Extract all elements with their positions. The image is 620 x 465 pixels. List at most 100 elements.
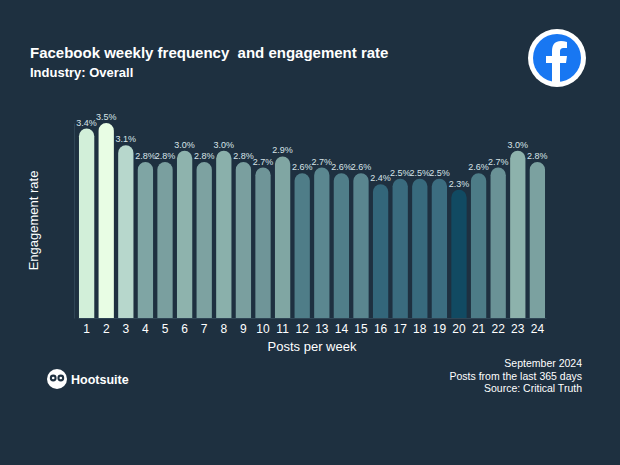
x-tick-label: 13 [315, 322, 329, 336]
data-label: 2.6% [351, 162, 372, 172]
bar [275, 156, 290, 318]
x-tick-label: 20 [452, 322, 466, 336]
data-label: 2.7% [488, 157, 509, 167]
logo-disc [533, 34, 581, 82]
owl-head [47, 369, 67, 389]
x-tick: 18 [413, 318, 427, 336]
data-labels: 3.4%3.5%3.1%2.8%2.8%3.0%2.8%3.0%2.8%2.7%… [76, 112, 547, 189]
x-tick: 8 [220, 318, 227, 336]
x-tick-label: 11 [276, 322, 289, 336]
data-label: 2.6% [468, 162, 489, 172]
y-axis-title: Engagement rate [26, 171, 41, 271]
x-axis-line [79, 318, 547, 319]
x-tick: 14 [335, 318, 349, 336]
x-tick: 17 [394, 318, 408, 336]
x-tick: 21 [472, 318, 486, 336]
x-tick: 19 [433, 318, 447, 336]
bar [393, 179, 408, 318]
x-tick: 10 [256, 318, 270, 336]
x-tick-label: 12 [296, 322, 310, 336]
bar [157, 162, 172, 318]
bars [79, 123, 545, 318]
x-tick: 7 [201, 318, 208, 336]
platform-logo [528, 29, 586, 87]
owl-pupil [60, 377, 63, 380]
data-label: 2.9% [272, 145, 293, 155]
bar [471, 173, 486, 318]
data-label: 3.0% [508, 140, 529, 150]
data-label: 2.5% [429, 168, 450, 178]
background [0, 0, 620, 465]
x-tick-label: 6 [181, 322, 188, 336]
x-tick: 5 [162, 318, 169, 336]
y-axis-line [74, 124, 75, 319]
x-tick: 24 [531, 318, 545, 336]
bar [79, 129, 94, 318]
data-label: 2.7% [253, 157, 274, 167]
x-tick-label: 8 [220, 322, 227, 336]
bar [177, 151, 192, 318]
chart: Facebook weekly frequency and engagement… [0, 0, 620, 465]
x-tick: 12 [296, 318, 310, 336]
data-label: 3.0% [214, 140, 235, 150]
bar [197, 162, 212, 318]
x-tick: 3 [122, 318, 129, 336]
x-tick: 16 [374, 318, 388, 336]
owl-pupil [52, 377, 55, 380]
bar [255, 168, 270, 318]
x-tick-label: 23 [511, 322, 525, 336]
owl-eye [57, 375, 64, 382]
x-tick-label: 14 [335, 322, 349, 336]
owl-eye [50, 375, 57, 382]
x-axis: 123456789101112131415161718192021222324 [79, 318, 547, 336]
x-tick: 22 [492, 318, 506, 336]
bar [295, 173, 310, 318]
bar [99, 123, 114, 318]
data-label: 2.7% [312, 157, 333, 167]
x-tick-label: 21 [472, 322, 486, 336]
x-tick-label: 3 [122, 322, 129, 336]
x-tick: 20 [452, 318, 466, 336]
brand-name: Hootsuite [71, 373, 129, 387]
x-tick-label: 9 [240, 322, 247, 336]
data-label: 2.8% [527, 151, 548, 161]
data-label: 2.8% [233, 151, 254, 161]
bar [236, 162, 251, 318]
data-label: 2.3% [449, 179, 470, 189]
data-label: 2.6% [292, 162, 313, 172]
x-tick: 13 [315, 318, 329, 336]
x-tick-label: 7 [201, 322, 208, 336]
x-tick: 11 [276, 318, 289, 336]
x-tick: 4 [142, 318, 149, 336]
logo-glyph [546, 41, 567, 82]
bar [451, 190, 466, 318]
x-tick-label: 22 [492, 322, 506, 336]
y-axis [74, 124, 75, 319]
x-tick-label: 10 [256, 322, 270, 336]
data-label: 3.1% [116, 134, 137, 144]
bar [412, 179, 427, 318]
x-tick-label: 4 [142, 322, 149, 336]
x-tick-label: 2 [103, 322, 110, 336]
data-label: 2.5% [410, 168, 431, 178]
brand: Hootsuite [47, 369, 129, 389]
data-label: 2.4% [370, 173, 391, 183]
data-label: 3.4% [76, 118, 97, 128]
x-tick: 23 [511, 318, 525, 336]
bar [530, 162, 545, 318]
bar [510, 151, 525, 318]
x-tick-label: 15 [354, 322, 368, 336]
bar [334, 173, 349, 318]
data-label: 2.8% [155, 151, 176, 161]
data-label: 2.5% [390, 168, 411, 178]
footnotes: September 2024Posts from the last 365 da… [450, 357, 583, 394]
data-label: 3.5% [96, 112, 117, 122]
subtitle: Industry: Overall [30, 65, 133, 80]
footnote: September 2024 [504, 357, 582, 369]
bar [138, 162, 153, 318]
bar [432, 179, 447, 318]
x-tick: 1 [83, 318, 90, 336]
bar [353, 173, 368, 318]
x-tick-label: 18 [413, 322, 427, 336]
bar [118, 145, 133, 318]
